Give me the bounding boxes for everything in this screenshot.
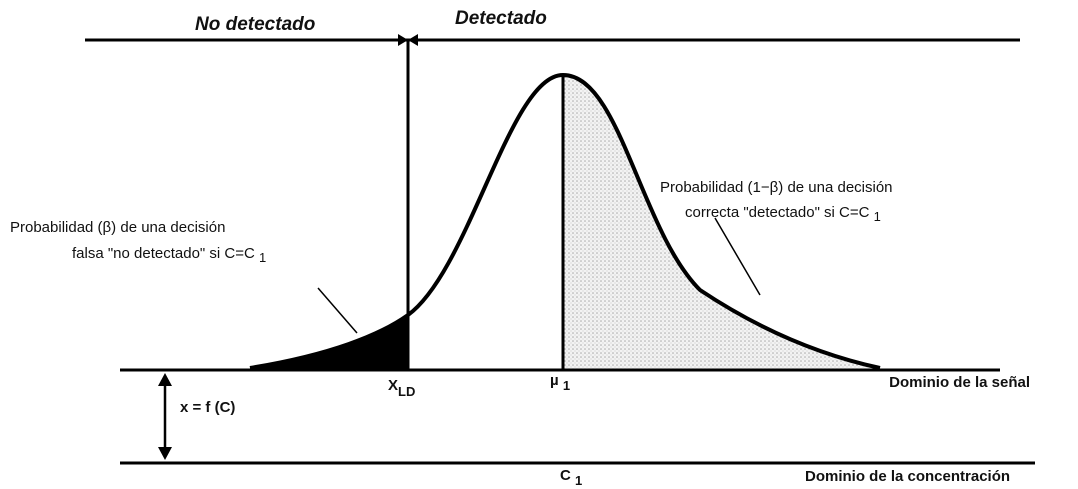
false-negative-area [250, 315, 408, 370]
c1-label: C 1 [560, 467, 582, 488]
annotation: Probabilidad (β) de una decisión [10, 219, 225, 236]
concentration-domain: Dominio de la concentración [805, 468, 1010, 485]
function-label: x = f (C) [180, 399, 235, 416]
header-right: Detectado [455, 8, 547, 29]
mu-label: µ 1 [550, 372, 570, 393]
annotation: Probabilidad (1−β) de una decisión [660, 179, 893, 196]
limit-arrows [398, 34, 418, 46]
header-left: No detectado [195, 14, 315, 35]
annotation: correcta "detectado" si C=C 1 [685, 204, 881, 224]
annotation: falsa "no detectado" si C=C 1 [72, 245, 266, 265]
xld-label: XLD [388, 377, 415, 399]
signal-domain: Dominio de la señal [889, 374, 1030, 391]
pointer-line [317, 287, 358, 334]
pointer-line [714, 217, 761, 296]
detected-area [563, 75, 880, 370]
